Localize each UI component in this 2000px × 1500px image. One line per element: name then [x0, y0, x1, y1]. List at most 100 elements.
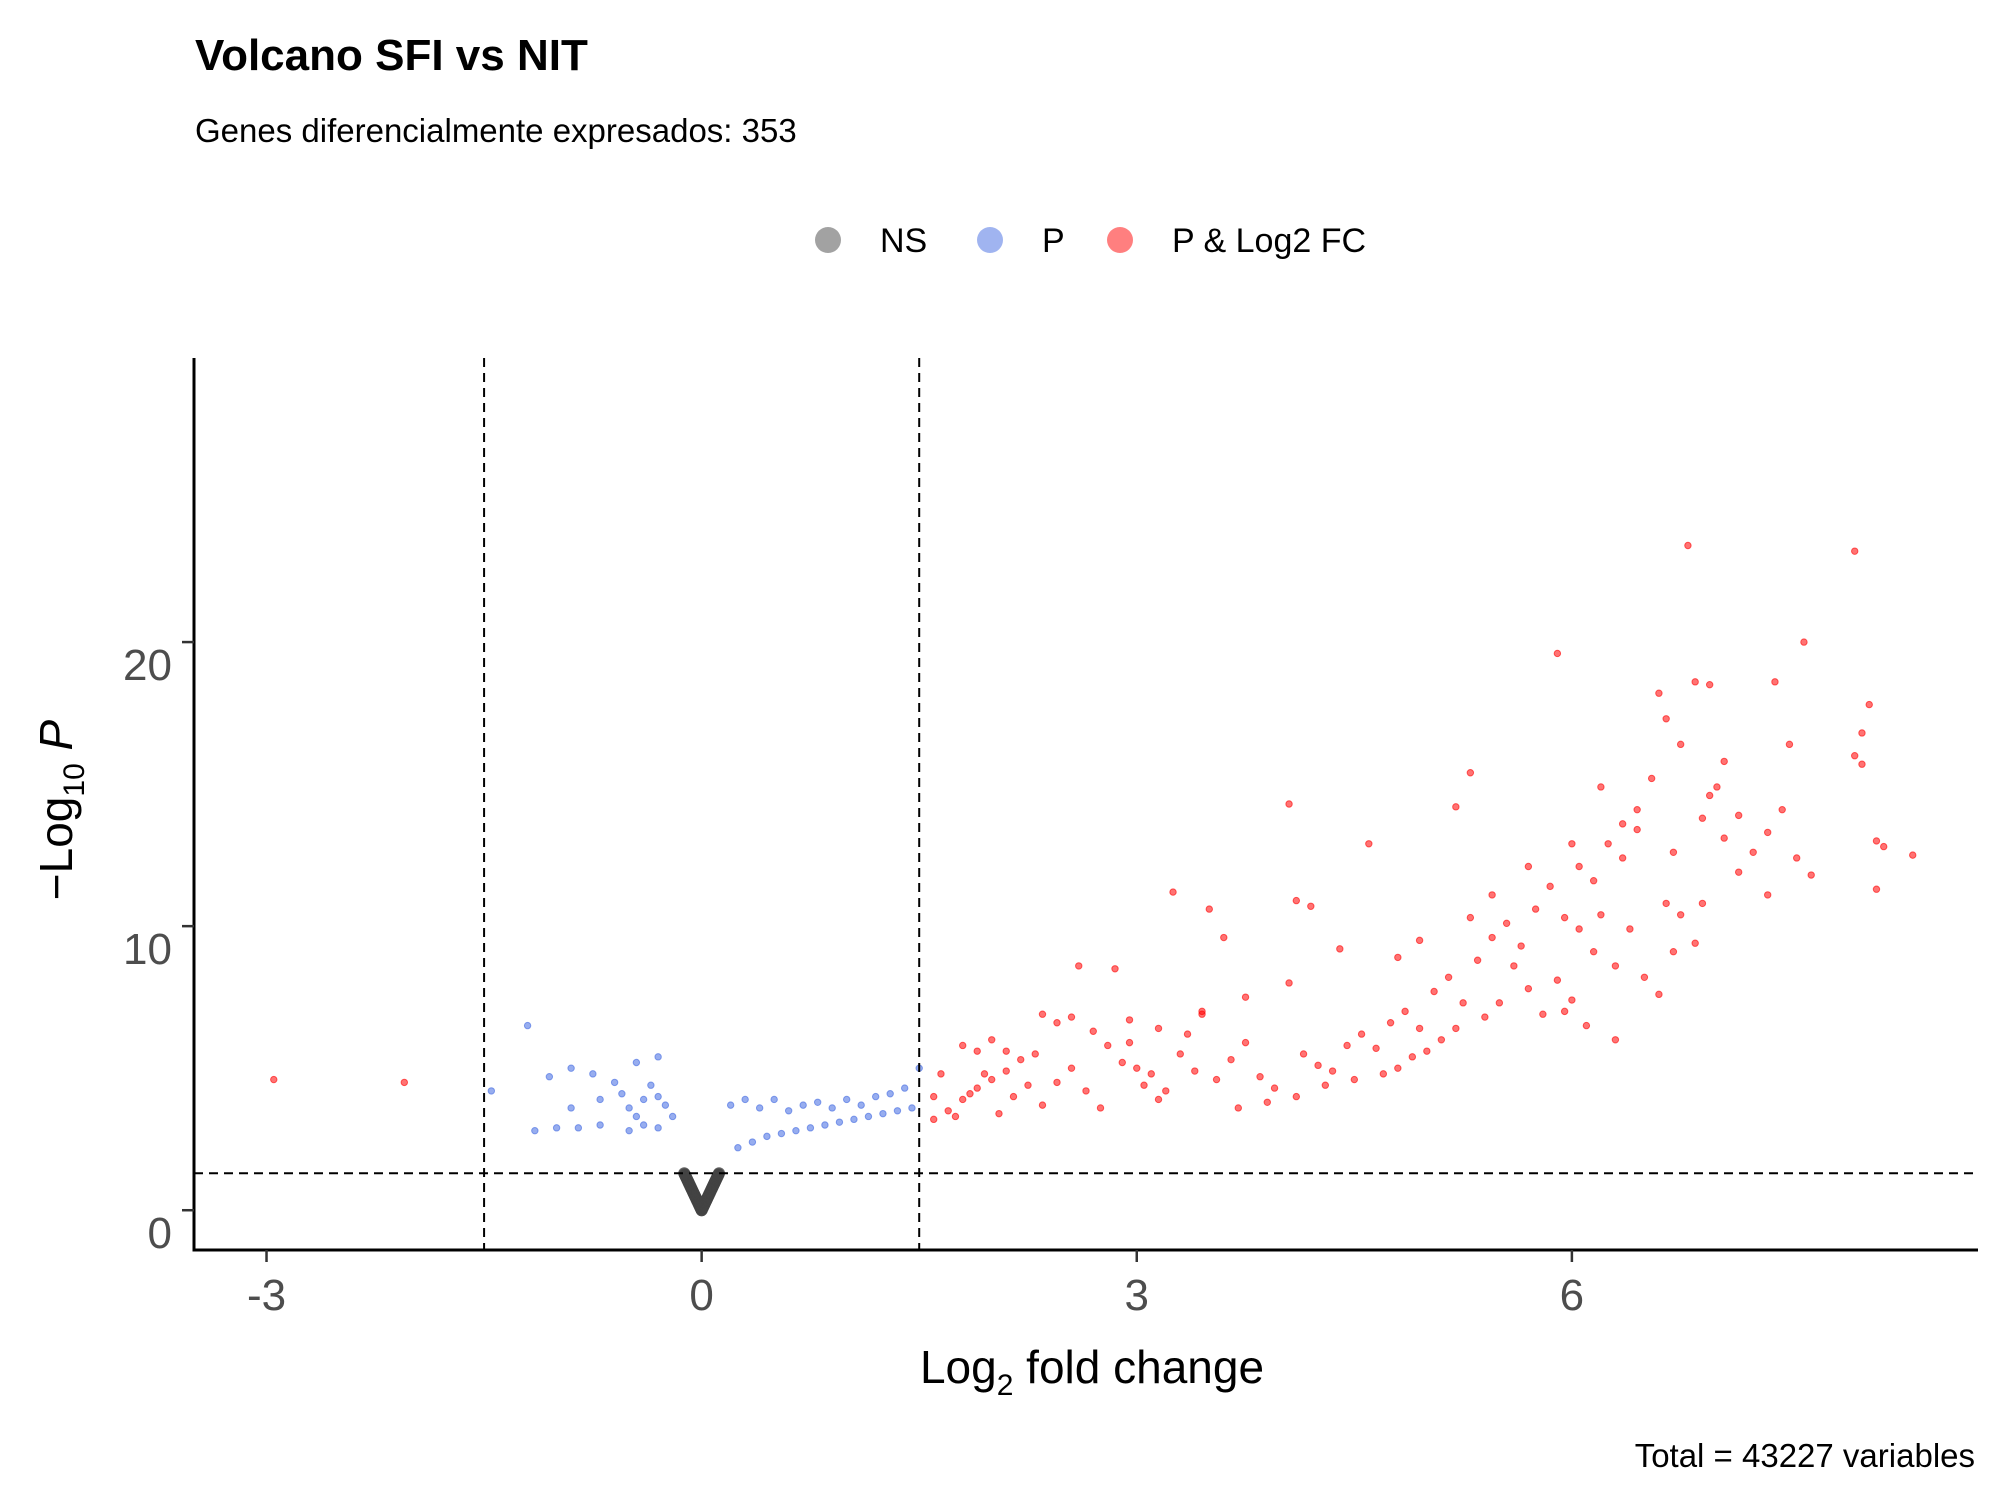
point-2-16 [1053, 1078, 1061, 1087]
point-1-9 [552, 1124, 561, 1132]
point-2-120 [1611, 962, 1620, 970]
point-1-16 [632, 1112, 641, 1121]
point-2-57 [1357, 1030, 1366, 1038]
x-tick-label-3: 6 [1560, 1271, 1584, 1320]
point-2-153 [1589, 948, 1598, 956]
point-1-24 [625, 1126, 633, 1135]
y-axis-label-rest: P [30, 719, 82, 763]
legend: NS P P & Log2 FC [815, 222, 1366, 260]
point-1-22 [639, 1121, 648, 1129]
point-1-13 [596, 1095, 604, 1104]
point-2-62 [1430, 987, 1438, 996]
point-2-24 [1031, 1050, 1039, 1058]
point-2-161 [1125, 1016, 1134, 1024]
point-1-27 [755, 1104, 764, 1112]
point-2-132 [1423, 1047, 1431, 1055]
point-2-54 [1314, 1061, 1322, 1070]
point-2-21 [937, 1070, 945, 1078]
point-2-46 [1270, 1084, 1279, 1092]
cutoff-lines [194, 358, 1978, 1250]
point-2-59 [1386, 1019, 1395, 1027]
point-2-118 [1640, 973, 1649, 981]
point-2-149 [1633, 825, 1641, 834]
point-1-4 [589, 1070, 597, 1078]
point-2-40 [1183, 1030, 1192, 1038]
point-2-69 [1531, 905, 1540, 913]
y-tick-label-0: 0 [148, 1209, 172, 1258]
point-2-135 [1379, 1070, 1388, 1078]
point-2-38 [1140, 1081, 1148, 1089]
point-2-30 [1133, 1064, 1141, 1072]
legend-label-1: P [1042, 222, 1065, 260]
x-tick-label-0: -3 [247, 1271, 286, 1320]
point-1-21 [668, 1112, 677, 1121]
x-axis-label: Log2 fold change [920, 1341, 1264, 1402]
point-1-43 [835, 1118, 844, 1126]
point-2-4 [959, 1095, 967, 1104]
point-2-81 [1705, 791, 1714, 800]
point-2-13 [1009, 1092, 1018, 1101]
point-2-7 [1002, 1067, 1010, 1075]
y-axis-label-subscript: 10 [58, 763, 91, 796]
point-2-127 [1510, 962, 1518, 970]
point-2-53 [1299, 1050, 1308, 1058]
point-1-17 [639, 1095, 648, 1104]
point-2-85 [1763, 828, 1772, 837]
point-1-8 [531, 1126, 539, 1135]
legend-item-0: NS [815, 222, 927, 260]
point-2-70 [1546, 882, 1554, 891]
chart-subtitle: Genes diferencialmente expresados: 353 [195, 112, 797, 149]
point-2-3 [944, 1107, 952, 1115]
point-2-155 [1394, 953, 1402, 962]
plot-area: -3 0 3 6 0 10 20 [123, 358, 1978, 1320]
point-2-105 [1858, 760, 1866, 768]
point-2-11 [980, 1070, 989, 1078]
point-2-5 [973, 1084, 981, 1092]
point-1-49 [748, 1138, 757, 1146]
series-2 [270, 541, 1917, 1124]
point-1-25 [726, 1101, 735, 1109]
point-1-19 [654, 1092, 662, 1101]
point-2-58 [1372, 1044, 1380, 1053]
point-2-111 [1734, 811, 1743, 820]
point-2-74 [1604, 840, 1612, 848]
point-2-137 [1321, 1081, 1330, 1089]
point-2-84 [1749, 848, 1757, 856]
point-2-93 [1597, 783, 1605, 791]
x-tick-label-2: 3 [1125, 1271, 1149, 1320]
point-2-106 [1872, 837, 1881, 845]
point-2-9 [951, 1112, 960, 1121]
point-1-6 [632, 1058, 641, 1067]
point-2-130 [1452, 1024, 1460, 1033]
ns-point-40-0 [678, 1167, 691, 1180]
legend-item-1: P [977, 222, 1065, 260]
point-2-72 [1575, 862, 1583, 871]
point-2-143 [1611, 1036, 1620, 1044]
point-2-98 [1771, 678, 1779, 686]
point-2-32 [1162, 1087, 1170, 1095]
point-2-142 [1582, 1021, 1591, 1030]
point-1-2 [545, 1073, 554, 1081]
point-1-30 [799, 1101, 807, 1109]
point-2-100 [1800, 638, 1808, 646]
point-2-129 [1481, 1013, 1489, 1021]
point-2-34 [1191, 1067, 1199, 1075]
point-2-138 [1292, 1092, 1301, 1101]
point-1-36 [886, 1090, 894, 1098]
x-axis-label-rest: fold change [1013, 1341, 1264, 1393]
point-1-41 [864, 1112, 873, 1121]
point-2-51 [1292, 896, 1301, 905]
point-2-71 [1560, 913, 1569, 922]
point-2-37 [1125, 1038, 1134, 1047]
point-2-145 [1415, 936, 1424, 945]
point-2-140 [1234, 1104, 1242, 1112]
point-2-104 [1851, 752, 1859, 760]
point-1-35 [871, 1092, 880, 1101]
point-1-20 [661, 1101, 670, 1109]
point-2-162 [1038, 1010, 1047, 1018]
data-points [270, 541, 1917, 1217]
point-2-29 [1118, 1058, 1126, 1067]
point-1-10 [574, 1124, 583, 1132]
point-1-37 [900, 1084, 909, 1092]
point-2-134 [1394, 1064, 1402, 1072]
